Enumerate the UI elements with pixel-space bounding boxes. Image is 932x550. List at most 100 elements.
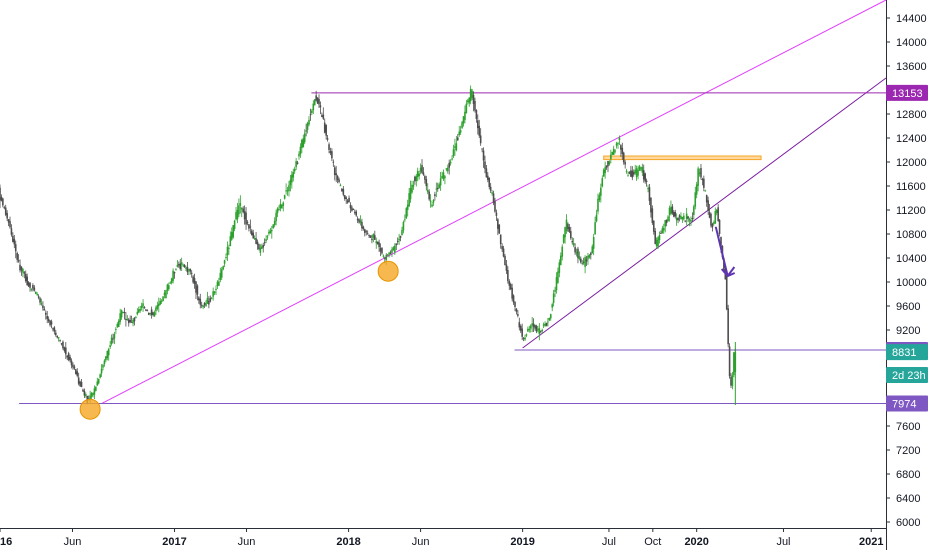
candle	[438, 182, 440, 189]
resistance-zone[interactable]	[603, 155, 762, 161]
candle-body	[83, 390, 86, 396]
candle	[568, 224, 571, 234]
candle-body	[27, 282, 30, 287]
candle-body	[602, 169, 605, 177]
candle-body	[381, 247, 383, 254]
candle-body	[562, 234, 565, 243]
candle-body	[76, 371, 79, 376]
candle-body	[567, 223, 569, 230]
arrow-path[interactable]	[714, 226, 736, 277]
candle	[278, 205, 280, 211]
candle	[355, 209, 358, 217]
candle-body	[532, 323, 535, 327]
candle-body	[299, 146, 302, 155]
candle	[110, 334, 113, 346]
candle-body	[628, 171, 631, 174]
candle	[47, 316, 50, 323]
candle	[498, 224, 501, 234]
candle-body	[145, 309, 147, 311]
candle	[727, 304, 729, 348]
candle-body	[581, 262, 584, 264]
candle	[527, 326, 529, 332]
candle	[471, 88, 473, 101]
candle-body	[432, 200, 435, 203]
candle-body	[37, 296, 40, 298]
candle	[301, 138, 303, 154]
candle	[0, 184, 1, 209]
candle	[374, 230, 376, 240]
candle-body	[12, 235, 14, 243]
candle-body	[125, 318, 127, 320]
candle	[484, 155, 486, 174]
candle	[223, 259, 226, 268]
candle	[504, 254, 506, 266]
price-axis[interactable]: 6000640068007200760080008400880092009600…	[886, 0, 932, 550]
trend-line-2[interactable]	[522, 77, 887, 349]
candle	[451, 155, 453, 161]
candle	[532, 318, 535, 333]
candle	[652, 220, 655, 235]
candle-body	[3, 207, 6, 209]
price-label-box	[886, 344, 928, 361]
candle	[50, 319, 53, 329]
candles-layer	[0, 85, 737, 405]
candle	[582, 257, 585, 265]
candle	[10, 224, 13, 237]
time-axis[interactable]: 2016 Jun 2017 Jun 2018 Jun 2019 Jul Oct 2020 Jul 20…	[0, 528, 886, 550]
candle	[253, 235, 256, 240]
candle-body	[459, 130, 462, 133]
candle-body	[113, 334, 116, 339]
candle	[126, 315, 129, 321]
candle	[70, 358, 73, 369]
candle	[386, 254, 389, 256]
candle-body	[518, 322, 521, 328]
candle-body	[44, 312, 47, 315]
highlight-circle-2[interactable]	[377, 260, 399, 282]
candle-body	[22, 268, 24, 273]
highlight-circle-1[interactable]	[79, 398, 101, 420]
candle-body	[329, 151, 332, 154]
candle	[448, 159, 450, 175]
candle	[99, 373, 101, 379]
candle-body	[186, 267, 189, 273]
candle-body	[95, 386, 97, 391]
candle	[105, 355, 107, 363]
candle	[321, 112, 323, 118]
candle-body	[245, 212, 247, 225]
candle-body	[20, 266, 23, 271]
candle	[408, 188, 410, 208]
candle-body	[672, 211, 675, 217]
candle-body	[595, 214, 598, 222]
time-tick-label: Jun	[412, 536, 430, 548]
candle-body	[681, 216, 684, 220]
candle	[216, 280, 219, 289]
candle	[218, 277, 220, 287]
candle-body	[376, 241, 379, 245]
candle-body	[233, 220, 236, 229]
candle-body	[179, 263, 182, 270]
price-label-7974: 7974	[886, 395, 928, 412]
candle	[585, 255, 588, 266]
candle	[146, 309, 149, 312]
candle	[538, 323, 541, 341]
price-tick-label: 11200	[896, 205, 926, 217]
candle-body	[497, 219, 499, 229]
candle	[312, 100, 315, 115]
candle	[291, 171, 293, 189]
candle-body	[202, 305, 204, 308]
candle	[708, 204, 711, 219]
candle-body	[600, 187, 602, 196]
candle-body	[425, 179, 428, 187]
candle-body	[650, 197, 652, 213]
candle	[670, 200, 672, 216]
candle	[117, 318, 120, 328]
candle-body	[700, 167, 702, 178]
candle-body	[352, 208, 355, 210]
candle-body	[65, 347, 67, 355]
candle	[240, 207, 243, 218]
candle-body	[66, 355, 69, 358]
candle	[665, 219, 668, 227]
candle-body	[404, 219, 406, 221]
candle	[421, 159, 423, 174]
